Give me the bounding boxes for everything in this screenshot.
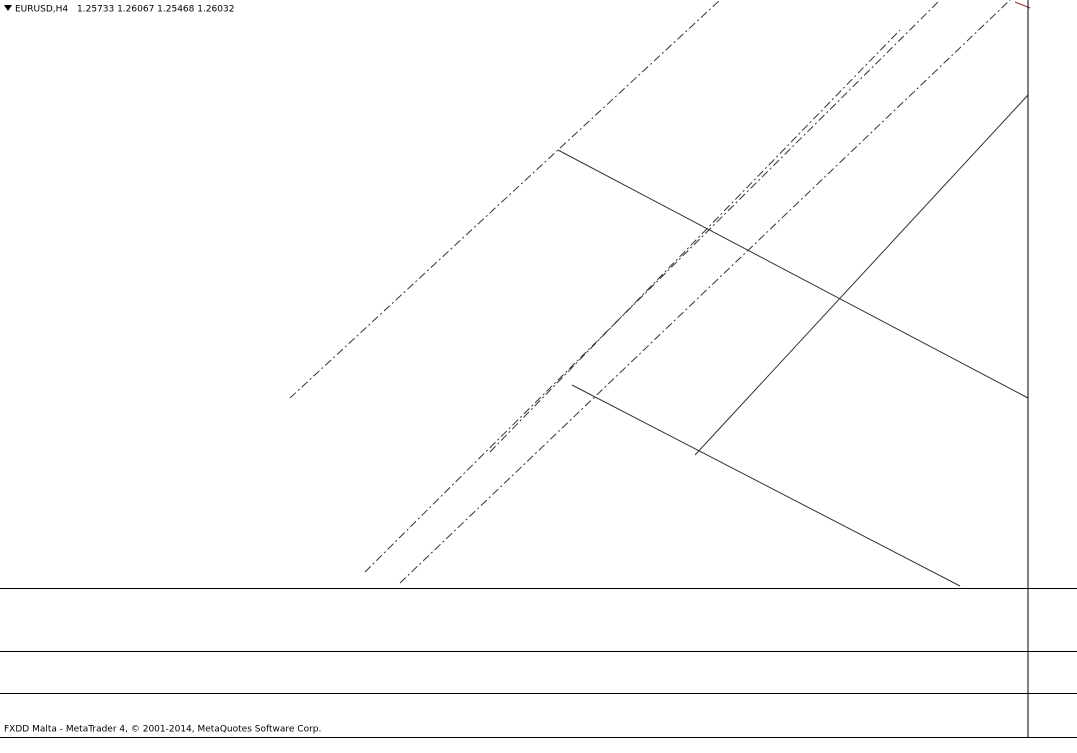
trend-lines [289,0,1031,587]
trend-line [694,94,1029,456]
menu-triangle[interactable] [4,5,12,11]
quote: 1.25733 1.26067 1.25468 1.26032 [77,5,234,15]
trend-line [571,384,961,587]
channel-line [399,0,1011,584]
symbol: EURUSD,H4 [15,5,68,15]
channel-line [289,0,721,399]
copyright: FXDD Malta - MetaTrader 4, © 2001-2014, … [4,725,321,735]
trend-line [557,149,1029,399]
channel-line [489,29,901,453]
channel-line [364,0,941,573]
